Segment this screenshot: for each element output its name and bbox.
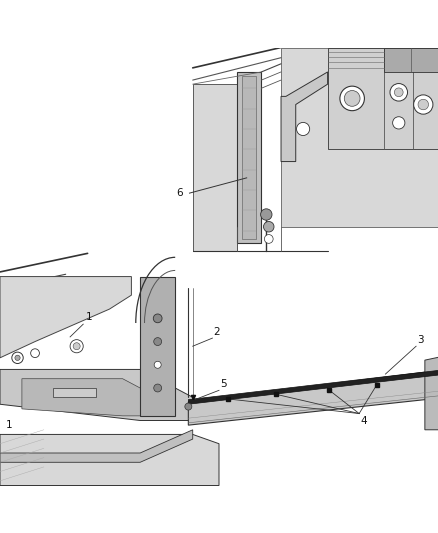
Polygon shape (188, 369, 438, 425)
Circle shape (297, 123, 310, 135)
Circle shape (31, 349, 39, 358)
Polygon shape (0, 369, 193, 421)
Circle shape (418, 99, 428, 110)
Circle shape (12, 352, 23, 364)
Circle shape (261, 209, 272, 220)
Text: 1: 1 (85, 311, 92, 321)
Text: 4: 4 (360, 416, 367, 426)
Text: 3: 3 (417, 335, 424, 345)
Circle shape (340, 86, 364, 111)
Text: 6: 6 (176, 188, 183, 198)
Polygon shape (22, 379, 166, 416)
Polygon shape (0, 430, 193, 462)
Polygon shape (53, 388, 96, 397)
Polygon shape (425, 356, 438, 430)
Polygon shape (188, 369, 438, 404)
Circle shape (153, 314, 162, 323)
Polygon shape (140, 277, 175, 416)
Circle shape (70, 340, 83, 353)
Circle shape (185, 403, 192, 410)
Polygon shape (242, 76, 257, 239)
Text: 2: 2 (214, 327, 220, 337)
Circle shape (265, 235, 273, 244)
Polygon shape (281, 47, 438, 227)
Polygon shape (281, 72, 328, 161)
Polygon shape (0, 277, 131, 358)
Circle shape (390, 84, 407, 101)
Text: 5: 5 (220, 379, 226, 390)
Circle shape (392, 117, 405, 129)
Circle shape (264, 222, 274, 232)
Circle shape (154, 337, 162, 345)
Circle shape (344, 91, 360, 106)
Polygon shape (0, 253, 438, 486)
Circle shape (154, 361, 161, 368)
Polygon shape (193, 47, 438, 251)
Text: 1: 1 (5, 420, 12, 430)
Circle shape (394, 88, 403, 96)
Circle shape (15, 355, 20, 360)
Circle shape (73, 343, 80, 350)
Polygon shape (328, 47, 438, 149)
Polygon shape (237, 72, 261, 243)
Circle shape (154, 384, 162, 392)
Circle shape (413, 95, 433, 114)
Polygon shape (193, 84, 237, 251)
Polygon shape (384, 47, 438, 72)
Polygon shape (0, 434, 219, 486)
